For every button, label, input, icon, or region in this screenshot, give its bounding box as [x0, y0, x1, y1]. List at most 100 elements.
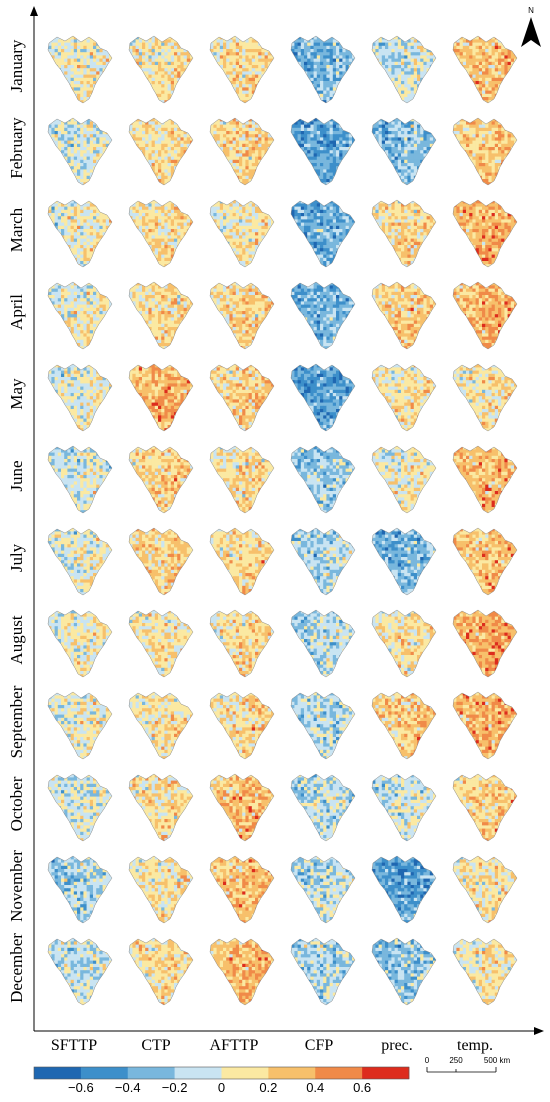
row-label-september: September [7, 685, 26, 758]
legend-swatch-6 [315, 1067, 363, 1079]
map-panel-february-5 [452, 117, 518, 186]
map-panel-july-1 [128, 527, 194, 596]
legend-swatch-7 [362, 1067, 410, 1079]
column-label-3: CFP [305, 1037, 334, 1054]
column-label-group: SFTTP CTP AFTTP CFP prec. temp. [51, 1037, 493, 1054]
map-panel-september-0 [47, 691, 113, 760]
map-panel-march-5 [452, 199, 518, 268]
map-panel-august-2 [209, 609, 275, 678]
map-panel-october-5 [452, 773, 518, 842]
legend-swatch-4 [221, 1067, 269, 1079]
map-panel-february-2 [209, 117, 275, 186]
legend-tick-label-0: −0.6 [68, 1080, 94, 1095]
row-label-april: April [7, 294, 26, 330]
map-panel-october-1 [128, 773, 194, 842]
map-panel-october-3 [290, 773, 356, 842]
map-panel-july-5 [452, 527, 518, 596]
bottom-axis-arrowhead [534, 1027, 544, 1035]
column-label-5: temp. [457, 1037, 493, 1054]
map-panel-february-4 [371, 117, 437, 186]
map-panel-september-1 [128, 691, 194, 760]
map-panel-december-5 [452, 937, 518, 1006]
row-label-january: January [7, 39, 26, 92]
column-label-1: CTP [141, 1037, 170, 1054]
map-panel-august-0 [47, 609, 113, 678]
row-label-february: February [7, 117, 26, 179]
map-panel-november-2 [209, 855, 275, 924]
row-label-november: November [7, 850, 26, 922]
column-label-2: AFTTP [210, 1037, 259, 1054]
map-panel-november-3 [290, 855, 356, 924]
scale-bar-label-0: 0 [425, 1056, 430, 1065]
legend-swatch-0 [34, 1067, 82, 1079]
map-panel-july-3 [290, 527, 356, 596]
legend-tick-label-5: 0.4 [306, 1080, 324, 1095]
north-arrow: N [521, 6, 541, 47]
map-panel-june-4 [371, 445, 437, 514]
map-panel-march-3 [290, 199, 356, 268]
map-panel-may-3 [290, 363, 356, 432]
map-panel-june-3 [290, 445, 356, 514]
map-panel-june-5 [452, 445, 518, 514]
map-panel-july-4 [371, 527, 437, 596]
column-label-0: SFTTP [51, 1037, 97, 1054]
north-arrow-icon [521, 17, 541, 47]
legend-tick-label-3: 0 [218, 1080, 225, 1095]
map-panel-september-5 [452, 691, 518, 760]
map-panel-may-2 [209, 363, 275, 432]
map-panel-october-2 [209, 773, 275, 842]
map-panel-march-2 [209, 199, 275, 268]
map-panel-april-4 [371, 281, 437, 350]
map-panel-september-3 [290, 691, 356, 760]
map-panel-november-4 [371, 855, 437, 924]
map-panel-november-1 [128, 855, 194, 924]
map-panel-june-2 [209, 445, 275, 514]
map-panel-september-2 [209, 691, 275, 760]
row-label-may: May [7, 378, 26, 410]
row-label-july: July [7, 543, 26, 572]
map-panel-july-2 [209, 527, 275, 596]
map-panel-march-0 [47, 199, 113, 268]
legend-swatch-3 [174, 1067, 222, 1079]
map-panel-august-4 [371, 609, 437, 678]
map-panel-may-0 [47, 363, 113, 432]
map-panel-may-4 [371, 363, 437, 432]
map-panel-october-4 [371, 773, 437, 842]
map-panel-april-2 [209, 281, 275, 350]
map-panel-march-4 [371, 199, 437, 268]
map-panel-january-2 [209, 35, 275, 104]
map-panel-august-5 [452, 609, 518, 678]
map-panel-january-3 [290, 35, 356, 104]
legend-tick-label-6: 0.6 [353, 1080, 371, 1095]
map-panel-april-3 [290, 281, 356, 350]
legend-swatch-5 [268, 1067, 316, 1079]
map-panel-january-1 [128, 35, 194, 104]
map-panel-january-0 [47, 35, 113, 104]
map-panel-october-0 [47, 773, 113, 842]
left-axis-arrowhead [30, 6, 38, 16]
map-panel-november-0 [47, 855, 113, 924]
map-panel-december-4 [371, 937, 437, 1006]
legend-swatch-1 [80, 1067, 129, 1079]
map-panel-january-5 [452, 35, 518, 104]
map-panel-september-4 [371, 691, 437, 760]
map-panel-july-0 [47, 527, 113, 596]
north-arrow-label: N [528, 6, 534, 15]
map-panel-may-1 [128, 363, 194, 432]
map-panel-march-1 [128, 199, 194, 268]
map-panel-june-0 [47, 445, 113, 514]
map-panel-november-5 [452, 855, 518, 924]
map-panel-june-1 [128, 445, 194, 514]
column-label-4: prec. [381, 1037, 413, 1054]
map-panel-april-1 [128, 281, 194, 350]
legend-swatch-2 [127, 1067, 175, 1079]
map-panel-february-1 [128, 117, 194, 186]
scale-bar-label-500: 500 km [484, 1056, 511, 1065]
legend-tick-label-1: −0.4 [115, 1080, 141, 1095]
map-panel-january-4 [371, 35, 437, 104]
map-panel-april-0 [47, 281, 113, 350]
map-panel-december-0 [47, 937, 113, 1006]
map-panel-december-1 [128, 937, 194, 1006]
legend-tick-label-4: 0.2 [259, 1080, 277, 1095]
